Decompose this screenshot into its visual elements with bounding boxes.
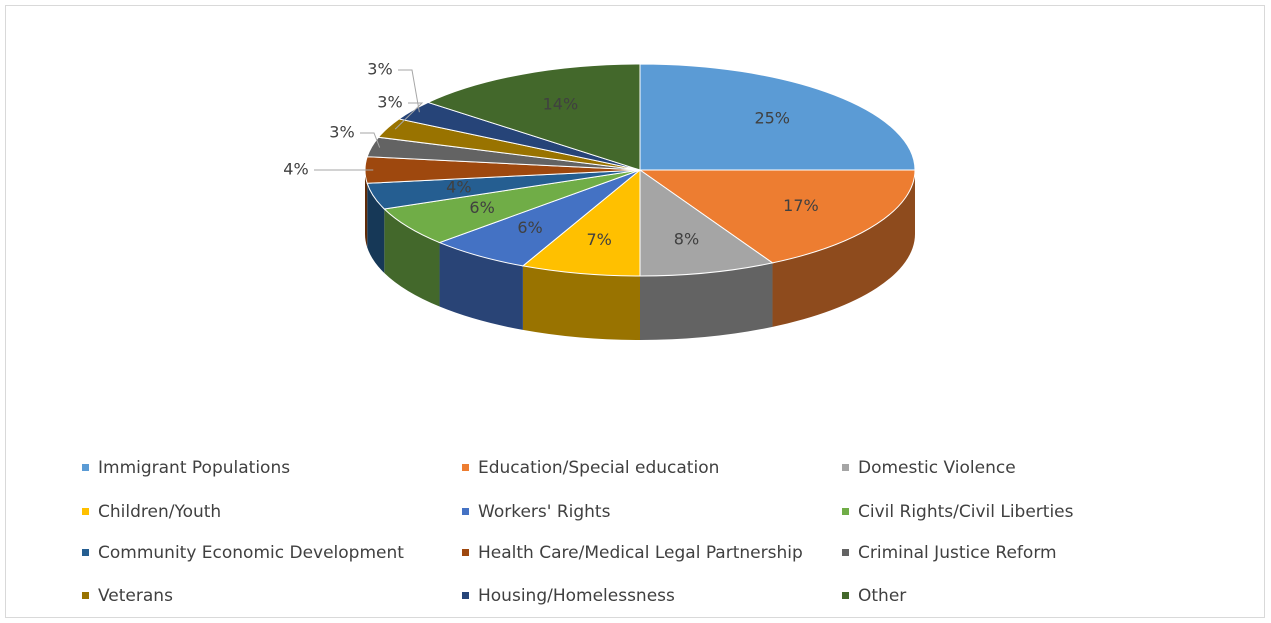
legend-label: Health Care/Medical Legal Partnership bbox=[478, 543, 803, 563]
data-label: 14% bbox=[543, 94, 579, 113]
data-label: 3% bbox=[367, 60, 392, 79]
data-label: 3% bbox=[329, 123, 354, 142]
slice-side bbox=[640, 262, 773, 340]
legend-swatch bbox=[462, 464, 469, 471]
legend-swatch bbox=[462, 592, 469, 599]
slice bbox=[639, 169, 774, 277]
legend-label: Domestic Violence bbox=[858, 458, 1016, 478]
legend-swatch bbox=[462, 508, 469, 515]
legend-swatch bbox=[842, 464, 849, 471]
legend-label: Other bbox=[858, 586, 906, 606]
slice bbox=[638, 169, 916, 264]
slice-side bbox=[384, 209, 440, 307]
slice-side bbox=[439, 242, 523, 330]
slice-side bbox=[367, 183, 385, 274]
legend-label: Civil Rights/Civil Liberties bbox=[858, 502, 1074, 522]
data-label: 6% bbox=[469, 198, 494, 217]
slice-side bbox=[365, 170, 368, 248]
legend-label: Workers' Rights bbox=[478, 502, 611, 522]
legend-label: Immigrant Populations bbox=[98, 458, 290, 478]
legend-label: Veterans bbox=[98, 586, 173, 606]
slice bbox=[521, 168, 641, 277]
data-label: 6% bbox=[517, 218, 542, 237]
slice bbox=[639, 63, 916, 171]
legend-swatch bbox=[842, 549, 849, 556]
slice-side bbox=[522, 265, 640, 340]
legend-swatch bbox=[842, 508, 849, 515]
data-label: 7% bbox=[587, 230, 612, 249]
legend-swatch bbox=[82, 464, 89, 471]
legend-swatch bbox=[462, 549, 469, 556]
slice bbox=[426, 63, 641, 171]
data-label: 4% bbox=[446, 177, 471, 196]
legend-label: Community Economic Development bbox=[98, 543, 404, 563]
slice-side bbox=[772, 170, 915, 327]
leader-line bbox=[360, 132, 381, 148]
data-label: 17% bbox=[783, 196, 819, 215]
legend-label: Criminal Justice Reform bbox=[858, 543, 1057, 563]
legend-label: Housing/Homelessness bbox=[478, 586, 675, 606]
data-label: 3% bbox=[377, 93, 402, 112]
legend-label: Education/Special education bbox=[478, 458, 719, 478]
legend-swatch bbox=[82, 549, 89, 556]
data-label: 25% bbox=[754, 109, 790, 128]
leader-line bbox=[394, 102, 424, 130]
legend-swatch bbox=[82, 592, 89, 599]
legend-label: Children/Youth bbox=[98, 502, 221, 522]
legend-swatch bbox=[82, 508, 89, 515]
leader-line bbox=[398, 69, 420, 113]
legend-swatch bbox=[842, 592, 849, 599]
data-label: 8% bbox=[674, 229, 699, 248]
data-label: 4% bbox=[283, 160, 308, 179]
